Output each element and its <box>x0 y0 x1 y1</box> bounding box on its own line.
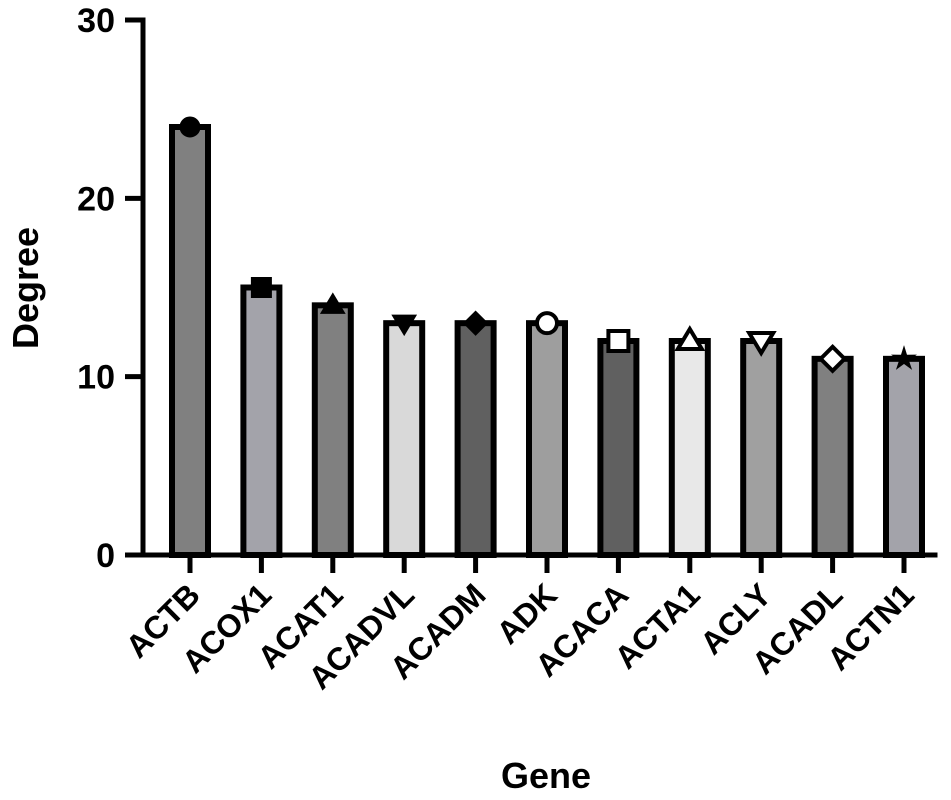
marker-star <box>891 345 917 370</box>
y-tick-label: 10 <box>77 359 115 397</box>
bar-acta1 <box>668 338 711 558</box>
marker-triangle-down-open <box>745 331 777 357</box>
bar-acadvl <box>383 320 426 558</box>
y-tick-label: 30 <box>77 2 115 40</box>
marker-triangle-up <box>319 292 346 314</box>
bar-acadm <box>454 320 497 558</box>
bars <box>169 124 925 559</box>
bar-actn1 <box>883 355 925 559</box>
marker-diamond-open <box>817 344 848 374</box>
bar-acadl <box>811 355 854 559</box>
marker-circle-open <box>535 311 559 336</box>
y-tick-label: 0 <box>96 537 115 575</box>
marker-circle <box>179 116 201 138</box>
marker-triangle-down <box>391 314 418 337</box>
marker-square-open <box>606 329 631 353</box>
x-axis-title: Gene <box>501 755 591 796</box>
bar-acaca <box>597 338 640 558</box>
bar-adk <box>526 320 568 558</box>
y-tick-label: 20 <box>77 180 115 218</box>
bar-acox1 <box>240 284 283 558</box>
y-axis-ticks: 0 10 20 30 <box>77 2 143 575</box>
bar-markers <box>179 116 917 374</box>
marker-square <box>250 277 272 298</box>
bar-acat1 <box>311 302 354 559</box>
y-axis-title: Degree <box>5 227 46 349</box>
marker-triangle-up-open <box>674 325 706 351</box>
bar-acly <box>740 338 783 558</box>
bar-actb <box>169 124 211 558</box>
x-axis-ticks: ACTBACOX1ACAT1ACADVLACADMADKACACAACTA1AC… <box>119 555 921 696</box>
marker-diamond <box>462 310 489 336</box>
